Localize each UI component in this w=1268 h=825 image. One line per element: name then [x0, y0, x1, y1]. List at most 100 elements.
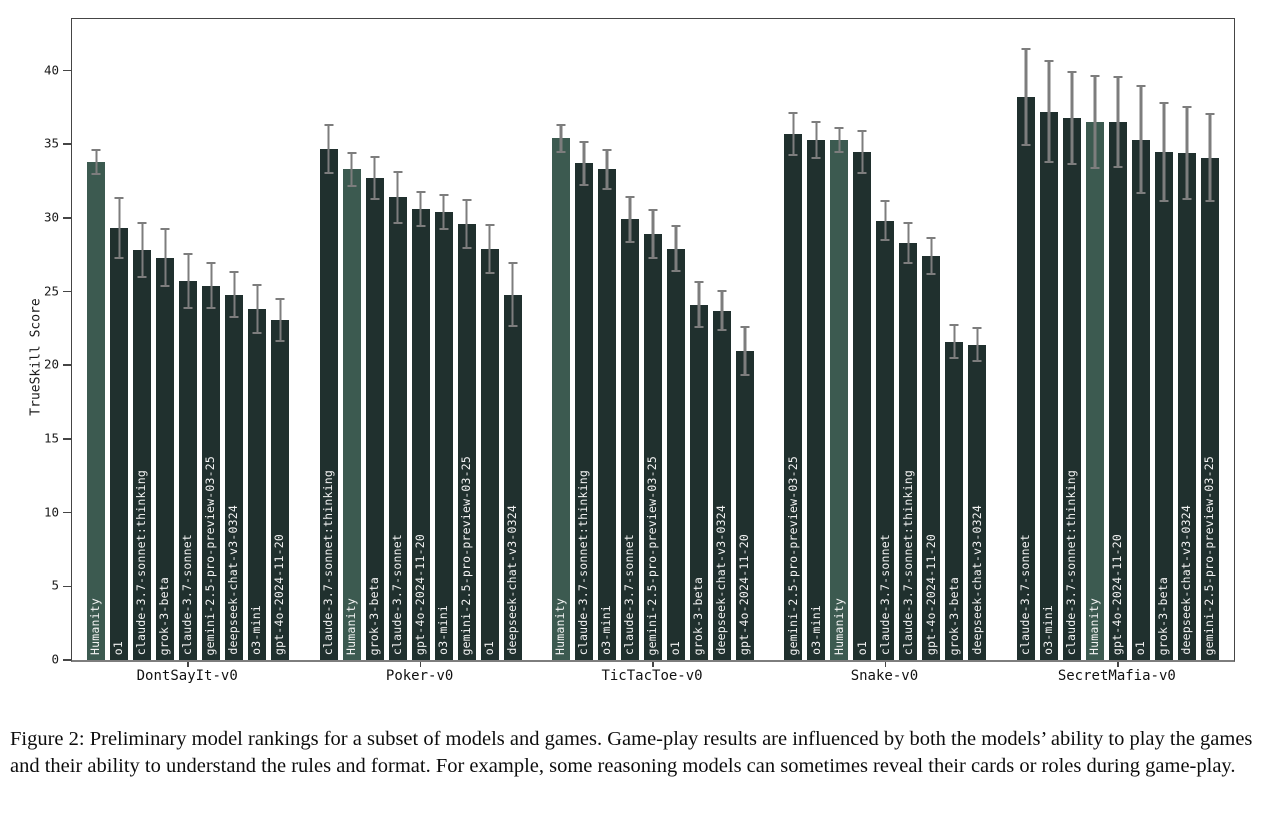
group: claude-3.7-sonnet:thinking Humanity grok-3… — [304, 19, 536, 660]
bar-label: deepseek-chat-v3-0324 — [1179, 505, 1194, 655]
bar — [598, 169, 617, 660]
bar-label: claude-3.7-sonnet — [389, 533, 404, 655]
error-bar-stem — [953, 326, 956, 358]
y-tick — [63, 143, 71, 146]
error-bar-stem — [1024, 50, 1028, 144]
error-bar — [393, 170, 403, 224]
error-bar-stem — [674, 227, 678, 271]
y-tick — [63, 69, 71, 72]
bar-label-wrap: Humanity — [343, 598, 361, 655]
error-bar-stem — [1208, 115, 1212, 200]
bar — [1108, 122, 1127, 660]
bar-label: o1 — [668, 640, 683, 655]
bar-slot: grok-3-beta — [945, 19, 964, 660]
bar-label-wrap: grok-3-beta — [366, 577, 384, 655]
bar-label-wrap: grok-3-beta — [945, 577, 963, 655]
error-bar-stem — [1139, 87, 1143, 193]
bar-label-wrap: deepseek-chat-v3-0324 — [225, 505, 243, 655]
error-bar — [648, 209, 658, 260]
error-bar-stem — [582, 143, 586, 184]
bar — [457, 223, 476, 660]
error-bar-stem — [651, 211, 655, 258]
bar-label-wrap: o3-mini — [1040, 605, 1058, 655]
bar — [1039, 111, 1058, 660]
bar — [945, 341, 964, 660]
bar-slot: gpt-4o-2024-11-20 — [736, 19, 755, 660]
error-bar — [183, 253, 193, 310]
bar-label: claude-3.7-sonnet:thinking — [576, 469, 591, 655]
error-bar — [114, 197, 124, 260]
bar-slot: gpt-4o-2024-11-20 — [411, 19, 430, 660]
x-tick — [652, 662, 654, 668]
bar-slot: claude-3.7-sonnet — [876, 19, 895, 660]
bar-label-wrap: gpt-4o-2024-11-20 — [1109, 534, 1127, 655]
bar-label: o3-mini — [249, 605, 264, 655]
error-bar — [740, 325, 750, 376]
error-bar — [206, 262, 216, 310]
bar-label-wrap: deepseek-chat-v3-0324 — [968, 505, 986, 655]
bar-label: gemini-2.5-pro-preview-03-25 — [1202, 455, 1217, 655]
bar-label: gpt-4o-2024-11-20 — [1110, 533, 1125, 655]
bar-label: claude-3.7-sonnet — [877, 533, 892, 655]
bar-label-wrap: gemini-2.5-pro-preview-03-25 — [202, 456, 220, 655]
error-bar — [625, 195, 635, 243]
bar — [133, 250, 152, 660]
error-bar-stem — [419, 193, 422, 225]
group-label: SecretMafia-v0 — [1057, 668, 1176, 684]
bar-label-wrap: o3-mini — [807, 605, 825, 655]
error-bar-stem — [373, 158, 376, 199]
bar-groups: Humanity o1 claude-3.7-sonnet:thinking grok… — [72, 19, 1234, 660]
y-tick — [63, 659, 71, 661]
error-bar — [91, 148, 101, 176]
bar — [876, 220, 895, 660]
error-bar-stem — [930, 239, 933, 274]
bar-slot: gemini-2.5-pro-preview-03-25 — [644, 19, 663, 660]
group-label: TicTacToe-v0 — [601, 668, 703, 684]
bar-label-wrap: gpt-4o-2024-11-20 — [922, 534, 940, 655]
error-bar-stem — [350, 153, 353, 185]
y-tick-label: 40 — [43, 62, 59, 78]
bar — [87, 161, 106, 660]
bar-slot: o3-mini — [598, 19, 617, 660]
error-bar — [1067, 70, 1077, 165]
bar-slot: Humanity — [830, 19, 849, 660]
bar-slot: Humanity — [87, 19, 106, 660]
bar-label: o1 — [111, 640, 126, 655]
y-axis-label: TrueSkill Score — [28, 298, 44, 416]
bar-label-wrap: claude-3.7-sonnet:thinking — [320, 470, 338, 655]
error-bar-stem — [1185, 107, 1189, 199]
bar — [575, 163, 594, 660]
bar-slot: gpt-4o-2024-11-20 — [1108, 19, 1127, 660]
y-tick — [63, 438, 71, 440]
bar-slot: grok-3-beta — [156, 19, 175, 660]
bar — [365, 178, 384, 660]
error-bar — [1205, 113, 1215, 202]
bar-slot: o3-mini — [807, 19, 826, 660]
bar — [899, 242, 918, 660]
bar-label: o3-mini — [435, 605, 450, 655]
bar-label: gpt-4o-2024-11-20 — [923, 533, 938, 655]
bar — [667, 248, 686, 660]
bar-label-wrap: claude-3.7-sonnet — [179, 534, 197, 655]
bar-label-wrap: deepseek-chat-v3-0324 — [1178, 505, 1196, 655]
bar-label: Humanity — [831, 598, 846, 655]
error-bar-stem — [976, 328, 979, 361]
bar-label-wrap: gemini-2.5-pro-preview-03-25 — [1201, 456, 1219, 655]
error-bar — [1113, 76, 1123, 168]
bar-label-wrap: Humanity — [830, 598, 848, 655]
y-tick-label: 35 — [43, 135, 59, 151]
bar-label: claude-3.7-sonnet — [1018, 533, 1033, 655]
error-bar — [229, 270, 239, 319]
bar-label: deepseek-chat-v3-0324 — [714, 505, 729, 655]
bar — [690, 304, 709, 660]
bar-label-wrap: o1 — [481, 641, 499, 655]
bar-label-wrap: gemini-2.5-pro-preview-03-25 — [458, 456, 476, 655]
bar-slot: Humanity — [342, 19, 361, 660]
error-bar — [926, 237, 936, 276]
error-bar-stem — [327, 125, 330, 172]
error-bar-stem — [1162, 103, 1166, 200]
bar-label-wrap: claude-3.7-sonnet:thinking — [575, 470, 593, 655]
bar-label: grok-3-beta — [1156, 576, 1171, 655]
error-bar-stem — [1047, 62, 1051, 162]
bar-slot: grok-3-beta — [1154, 19, 1173, 660]
